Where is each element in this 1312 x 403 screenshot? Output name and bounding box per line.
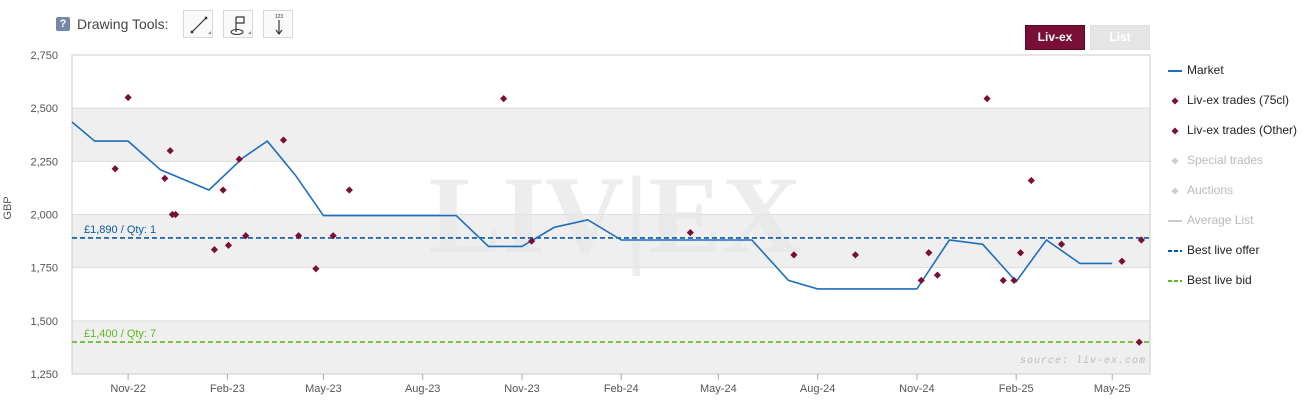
- x-tick-label: Aug-24: [800, 383, 835, 395]
- line-symbol-icon: [1168, 65, 1182, 75]
- trade-point: [171, 210, 180, 219]
- x-tick-label: Feb-23: [210, 383, 245, 395]
- x-tick-label: May-23: [305, 383, 342, 395]
- trade-point: [933, 271, 942, 279]
- trade-point: [329, 232, 337, 240]
- x-tick-label: Aug-23: [405, 383, 440, 395]
- drawing-tools-label: Drawing Tools:: [77, 16, 169, 32]
- legend-item[interactable]: Liv-ex trades (75cl): [1168, 85, 1312, 115]
- legend-label: Auctions: [1187, 183, 1234, 197]
- diamond-symbol-icon: [1168, 95, 1182, 105]
- legend-item[interactable]: Auctions: [1168, 175, 1312, 205]
- legend-item[interactable]: Best live offer: [1168, 235, 1312, 265]
- grid-band: [72, 214, 1150, 268]
- trade-point: [851, 251, 860, 259]
- trade-point: [1027, 176, 1035, 185]
- trade-point: [224, 241, 233, 249]
- diamond-symbol-icon: [1168, 185, 1182, 195]
- legend-label: Market: [1187, 63, 1224, 77]
- trade-point: [1016, 249, 1025, 257]
- trade-point: [1137, 236, 1145, 244]
- measure-tool-button[interactable]: 123: [262, 10, 293, 38]
- flag-icon: [230, 16, 251, 36]
- grid-band: [72, 320, 1150, 374]
- x-tick-label: May-25: [1094, 383, 1131, 395]
- trade-point: [925, 249, 933, 257]
- trade-point: [210, 245, 219, 254]
- trade-point: [790, 251, 798, 259]
- annotation-tool-button[interactable]: [222, 10, 253, 38]
- chart-legend: Market Liv-ex trades (75cl) Liv-ex trades …: [1168, 55, 1312, 295]
- x-tick-label: Nov-23: [504, 383, 539, 395]
- trade-point: [500, 94, 508, 103]
- vertical-measure-icon: 123: [274, 14, 283, 35]
- liv-ex-toggle-button[interactable]: Liv-ex: [1025, 25, 1085, 50]
- legend-item[interactable]: Liv-ex trades (Other): [1168, 115, 1312, 145]
- x-tick-label: Nov-24: [899, 383, 934, 395]
- legend-label: Average List: [1187, 213, 1254, 227]
- trade-point: [124, 93, 132, 102]
- y-tick-label: 2,500: [30, 103, 58, 115]
- legend-item[interactable]: Average List: [1168, 205, 1312, 235]
- y-tick-label: 2,000: [30, 210, 58, 222]
- x-tick-label: Feb-25: [999, 383, 1034, 395]
- trade-point: [983, 94, 991, 103]
- price-chart: 1,250 1,500 1,750 2,000 2,250 2,500 2,750 LIV|E…: [2, 50, 1151, 395]
- y-tick-label: 2,250: [30, 156, 58, 168]
- legend-item[interactable]: Special trades: [1168, 145, 1312, 175]
- legend-item[interactable]: Market: [1168, 55, 1312, 85]
- drawing-toolbar: ? Drawing Tools: 123: [56, 10, 303, 38]
- y-tick-label: 1,750: [30, 263, 58, 275]
- source-credit: source: liv-ex.com: [1020, 355, 1146, 367]
- diamond-symbol-icon: [1168, 125, 1182, 135]
- y-tick-label: 2,750: [30, 50, 58, 62]
- plot-border: [71, 54, 1151, 375]
- trade-point: [166, 147, 174, 155]
- trade-point: [1135, 338, 1143, 346]
- diamond-symbol-icon: [1168, 155, 1182, 165]
- trade-point: [1057, 240, 1066, 248]
- x-tick-label: Feb-24: [604, 383, 639, 395]
- watermark-text: LIV|EX: [429, 154, 802, 276]
- trade-point: [219, 186, 227, 194]
- trade-point: [235, 155, 243, 163]
- plot-line-label: £1,890 / Qty: 1: [84, 224, 156, 236]
- x-tick-label: Nov-22: [110, 383, 145, 395]
- trade-point: [312, 265, 320, 273]
- legend-label: Best live bid: [1187, 273, 1252, 287]
- legend-label: Best live offer: [1187, 243, 1260, 257]
- legend-label: Special trades: [1187, 153, 1264, 167]
- trade-point: [1010, 276, 1018, 285]
- plot-line-label: £1,400 / Qty: 7: [84, 328, 156, 340]
- measure-tool-label: 123: [274, 14, 283, 20]
- help-icon[interactable]: ?: [56, 17, 70, 31]
- dash-symbol-icon: [1168, 275, 1182, 285]
- trade-point: [345, 186, 353, 194]
- list-toggle-button[interactable]: List: [1090, 25, 1150, 50]
- trade-point: [686, 228, 694, 237]
- trade-point: [917, 276, 925, 285]
- legend-item[interactable]: Best live bid: [1168, 265, 1312, 295]
- legend-label: Liv-ex trades (75cl): [1187, 93, 1290, 107]
- x-tick-label: May-24: [700, 383, 737, 395]
- dash-symbol-icon: [1168, 245, 1182, 255]
- y-axis-title: GBP: [2, 196, 14, 219]
- y-tick-label: 1,250: [30, 369, 58, 381]
- diagonal-line-icon: [190, 16, 211, 34]
- y-tick-label: 1,500: [30, 316, 58, 328]
- trade-point: [161, 174, 169, 182]
- trade-point: [999, 276, 1007, 285]
- trade-point: [111, 165, 119, 173]
- trade-point: [1118, 257, 1126, 265]
- market-series-line: [71, 121, 1113, 290]
- trade-point: [242, 232, 250, 240]
- line-tool-button[interactable]: [182, 10, 213, 38]
- legend-label: Liv-ex trades (Other): [1187, 123, 1298, 137]
- trade-point: [279, 136, 288, 144]
- line-symbol-icon: [1168, 215, 1182, 225]
- trade-point: [295, 232, 303, 240]
- trade-point: [528, 237, 536, 245]
